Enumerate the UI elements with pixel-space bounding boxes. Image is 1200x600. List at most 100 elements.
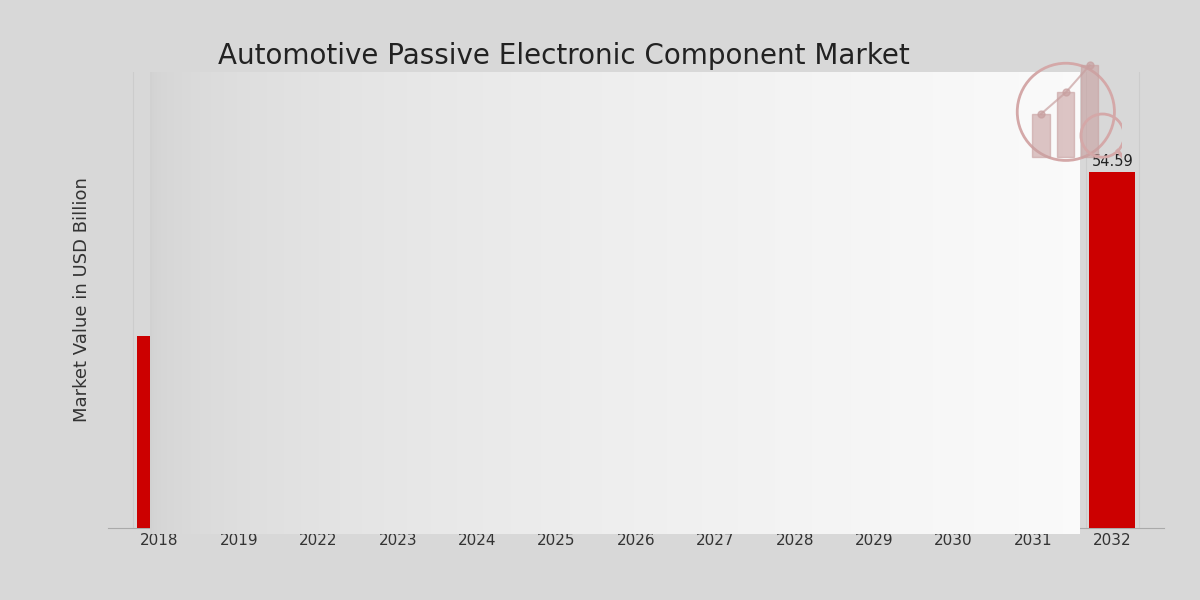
Bar <box>840 72 842 534</box>
Bar <box>448 72 450 534</box>
Bar <box>937 72 940 534</box>
Bar <box>924 72 926 534</box>
Bar <box>613 248 659 528</box>
Bar <box>528 72 530 534</box>
Bar <box>650 72 653 534</box>
Bar <box>509 72 511 534</box>
Bar <box>455 72 458 534</box>
Bar <box>998 72 1001 534</box>
Bar <box>373 72 376 534</box>
Bar <box>600 72 602 534</box>
Bar <box>758 72 761 534</box>
Bar <box>576 72 578 534</box>
Bar <box>762 72 764 534</box>
Bar <box>590 72 594 534</box>
Bar <box>511 72 514 534</box>
Bar <box>488 72 491 534</box>
Bar <box>1057 92 1074 157</box>
Bar <box>190 72 192 534</box>
Bar <box>785 72 787 534</box>
Bar <box>587 72 590 534</box>
Bar <box>918 72 920 534</box>
Bar <box>251 72 253 534</box>
Bar <box>772 229 818 528</box>
Bar <box>955 72 958 534</box>
Bar <box>464 72 467 534</box>
Bar <box>380 72 384 534</box>
Bar <box>431 72 433 534</box>
Bar <box>566 72 570 534</box>
Bar <box>355 72 358 534</box>
Bar <box>197 72 199 534</box>
Bar <box>697 72 700 534</box>
Bar <box>755 72 757 534</box>
Bar <box>532 72 534 534</box>
Bar <box>1078 72 1081 534</box>
Bar <box>512 72 516 534</box>
Bar <box>154 72 156 534</box>
Bar <box>1009 72 1012 534</box>
Bar <box>302 72 305 534</box>
Bar <box>685 72 689 534</box>
Bar <box>914 72 917 534</box>
Bar <box>467 72 469 534</box>
Bar <box>502 72 504 534</box>
Bar <box>206 72 209 534</box>
Bar <box>524 72 527 534</box>
Bar <box>870 72 872 534</box>
Bar <box>888 72 892 534</box>
Bar <box>262 72 264 534</box>
Bar <box>221 72 223 534</box>
Bar <box>719 72 722 534</box>
Bar <box>934 72 936 534</box>
Bar <box>938 72 942 534</box>
Bar <box>235 72 239 534</box>
Bar <box>776 72 780 534</box>
Bar <box>788 72 791 534</box>
Bar <box>710 72 713 534</box>
Bar <box>204 72 206 534</box>
Bar <box>908 72 912 534</box>
Bar <box>643 72 646 534</box>
Bar <box>820 72 822 534</box>
Bar <box>583 72 586 534</box>
Bar <box>437 72 439 534</box>
Bar <box>738 72 740 534</box>
Bar <box>410 72 413 534</box>
Bar <box>542 72 545 534</box>
Bar <box>751 72 754 534</box>
Bar <box>734 72 737 534</box>
Bar <box>637 72 640 534</box>
Bar <box>317 72 320 534</box>
Bar <box>732 72 734 534</box>
Bar <box>312 72 314 534</box>
Bar <box>295 72 298 534</box>
Bar <box>941 72 943 534</box>
Bar <box>323 72 325 534</box>
Bar <box>310 72 313 534</box>
Bar <box>1032 114 1050 157</box>
Bar <box>562 72 564 534</box>
Bar <box>572 72 575 534</box>
Bar <box>356 72 359 534</box>
Bar <box>1040 72 1044 534</box>
Bar <box>565 72 568 534</box>
Bar <box>688 72 690 534</box>
Bar <box>985 72 988 534</box>
Bar <box>805 72 808 534</box>
Bar <box>971 72 973 534</box>
Bar <box>401 72 404 534</box>
Bar <box>604 72 607 534</box>
Bar <box>628 72 631 534</box>
Bar <box>660 72 662 534</box>
Bar <box>208 72 210 534</box>
Bar <box>624 72 628 534</box>
Bar <box>739 72 743 534</box>
Bar <box>548 72 551 534</box>
Bar <box>1013 72 1016 534</box>
Bar <box>1016 72 1020 534</box>
Bar <box>1076 72 1079 534</box>
Bar <box>556 72 558 534</box>
Bar <box>394 72 396 534</box>
Bar <box>857 72 859 534</box>
